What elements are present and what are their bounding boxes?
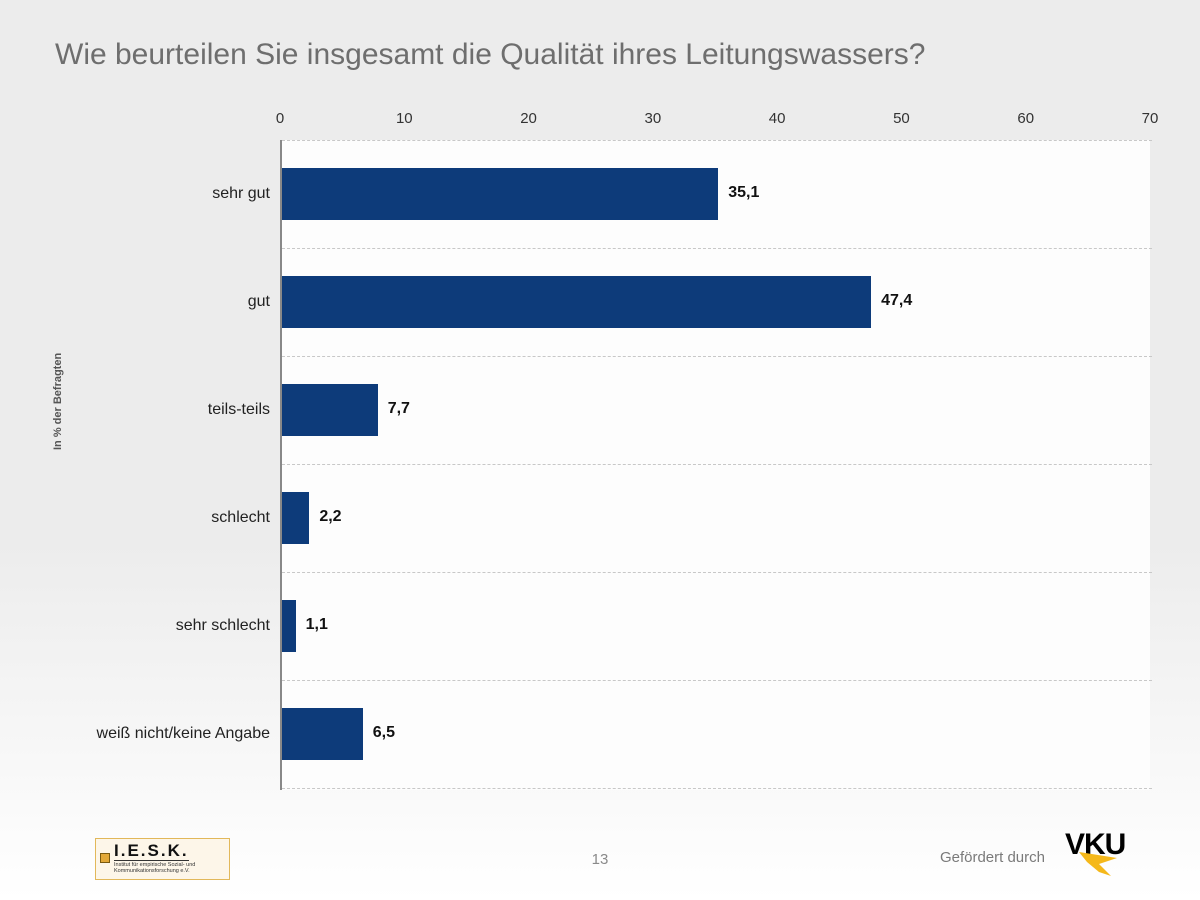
iesk-logo-subtitle: Institut für empirische Sozial- und Komm… bbox=[114, 862, 223, 874]
y-axis-label: In % der Befragten bbox=[52, 353, 64, 450]
bar-value-label: 7,7 bbox=[388, 400, 410, 418]
row-separator bbox=[282, 248, 1152, 249]
x-axis: 010203040506070 bbox=[280, 110, 1150, 130]
category-label: weiß nicht/keine Angabe bbox=[97, 725, 270, 743]
bar-value-label: 1,1 bbox=[306, 616, 328, 634]
sponsor-label: Gefördert durch bbox=[940, 849, 1045, 866]
row-separator bbox=[282, 356, 1152, 357]
row-separator bbox=[282, 788, 1152, 789]
category-label: teils-teils bbox=[208, 401, 270, 419]
chart-title: Wie beurteilen Sie insgesamt die Qualitä… bbox=[55, 38, 925, 72]
row-separator bbox=[282, 680, 1152, 681]
bar bbox=[282, 492, 309, 544]
bar-value-label: 6,5 bbox=[373, 724, 395, 742]
category-label: gut bbox=[248, 293, 270, 311]
iesk-logo-square-icon bbox=[100, 853, 110, 863]
x-tick-label: 70 bbox=[1142, 110, 1159, 127]
row-separator bbox=[282, 464, 1152, 465]
category-label: sehr schlecht bbox=[176, 617, 270, 635]
bar bbox=[282, 276, 871, 328]
vku-arrow-icon bbox=[1079, 852, 1125, 878]
page-number: 13 bbox=[592, 851, 609, 868]
plot-area: 35,1 47,4 7,7 2,2 1,1 6,5 bbox=[280, 140, 1150, 790]
row-separator bbox=[282, 572, 1152, 573]
bar-chart: 010203040506070 35,147,47,72,21,16,5 seh… bbox=[280, 110, 1150, 790]
iesk-logo: I.E.S.K. Institut für empirische Sozial-… bbox=[95, 838, 230, 880]
bar bbox=[282, 600, 296, 652]
category-label: schlecht bbox=[211, 509, 270, 527]
x-tick-label: 40 bbox=[769, 110, 786, 127]
bar-value-label: 2,2 bbox=[319, 508, 341, 526]
row-separator bbox=[282, 140, 1152, 141]
category-label: sehr gut bbox=[212, 185, 270, 203]
x-tick-label: 10 bbox=[396, 110, 413, 127]
bar-value-label: 47,4 bbox=[881, 292, 912, 310]
footer: I.E.S.K. Institut für empirische Sozial-… bbox=[0, 825, 1200, 880]
bar-value-label: 35,1 bbox=[728, 184, 759, 202]
x-tick-label: 0 bbox=[276, 110, 284, 127]
x-tick-label: 60 bbox=[1017, 110, 1034, 127]
vku-logo: VKU bbox=[1065, 830, 1145, 878]
iesk-logo-text: I.E.S.K. bbox=[114, 842, 189, 861]
bar bbox=[282, 168, 718, 220]
bar bbox=[282, 384, 378, 436]
x-tick-label: 20 bbox=[520, 110, 537, 127]
bar bbox=[282, 708, 363, 760]
x-tick-label: 50 bbox=[893, 110, 910, 127]
x-tick-label: 30 bbox=[645, 110, 662, 127]
